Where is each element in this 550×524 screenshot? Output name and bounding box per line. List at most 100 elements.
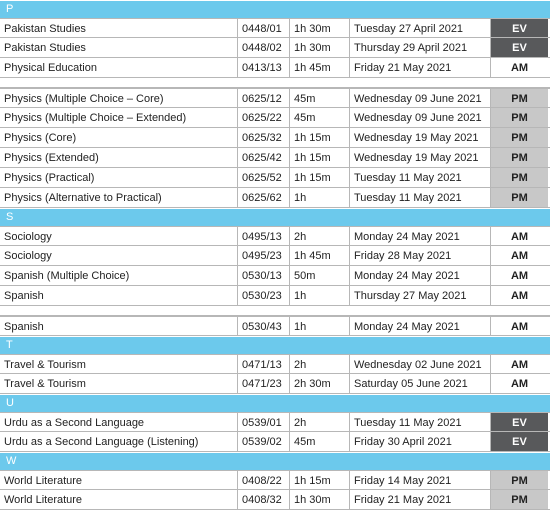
duration-cell: 1h xyxy=(289,317,349,335)
subject-cell: Physics (Extended) xyxy=(4,152,99,164)
table-row: Sociology 0495/23 1h 45m Friday 28 May 2021… xyxy=(0,246,550,266)
section-header-w: W xyxy=(0,453,550,470)
component-code-cell: 0530/23 xyxy=(237,286,289,305)
subject-cell: Physical Education xyxy=(4,62,97,74)
subject-cell: Travel & Tourism xyxy=(4,378,86,390)
date-cell: Tuesday 11 May 2021 xyxy=(349,188,490,207)
subject-cell: Physics (Practical) xyxy=(4,172,95,184)
table-row: World Literature 0408/22 1h 15m Friday 14 M… xyxy=(0,470,550,490)
exam-group: Travel & Tourism 0471/13 2h Wednesday 02 Ju… xyxy=(0,354,550,394)
section-header-p: P xyxy=(0,1,550,18)
date-cell: Friday 14 May 2021 xyxy=(349,471,490,489)
session-badge: EV xyxy=(490,432,548,451)
section-header-s: S xyxy=(0,209,550,226)
date-cell: Thursday 27 May 2021 xyxy=(349,286,490,305)
duration-cell: 1h 15m xyxy=(289,148,349,167)
date-cell: Thursday 29 April 2021 xyxy=(349,38,490,57)
exam-group: Urdu as a Second Language 0539/01 2h Tuesda… xyxy=(0,412,550,452)
duration-cell: 45m xyxy=(289,432,349,451)
duration-cell: 1h 30m xyxy=(289,38,349,57)
session-badge: PM xyxy=(490,128,548,147)
subject-cell: Pakistan Studies xyxy=(4,42,86,54)
exam-group: Pakistan Studies 0448/01 1h 30m Tuesday 27 … xyxy=(0,18,550,78)
component-code-cell: 0625/12 xyxy=(237,89,289,107)
subject-cell: Spanish xyxy=(4,290,44,302)
component-code-cell: 0495/13 xyxy=(237,227,289,245)
table-row: Spanish (Multiple Choice) 0530/13 50m Monda… xyxy=(0,266,550,286)
duration-cell: 2h 30m xyxy=(289,374,349,393)
date-cell: Tuesday 11 May 2021 xyxy=(349,413,490,431)
date-cell: Wednesday 02 June 2021 xyxy=(349,355,490,373)
subject-cell: Physics (Multiple Choice – Core) xyxy=(4,93,164,105)
duration-cell: 2h xyxy=(289,227,349,245)
session-badge: AM xyxy=(490,58,548,77)
session-badge: EV xyxy=(490,413,548,431)
session-badge: EV xyxy=(490,19,548,37)
exam-group: Spanish 0530/43 1h Monday 24 May 2021 AM xyxy=(0,316,550,336)
duration-cell: 1h 15m xyxy=(289,471,349,489)
component-code-cell: 0625/22 xyxy=(237,108,289,127)
duration-cell: 50m xyxy=(289,266,349,285)
table-row: Spanish 0530/23 1h Thursday 27 May 2021 AM xyxy=(0,286,550,306)
session-badge: AM xyxy=(490,374,548,393)
duration-cell: 45m xyxy=(289,108,349,127)
duration-cell: 1h 45m xyxy=(289,58,349,77)
date-cell: Saturday 05 June 2021 xyxy=(349,374,490,393)
date-cell: Friday 28 May 2021 xyxy=(349,246,490,265)
component-code-cell: 0448/01 xyxy=(237,19,289,37)
duration-cell: 1h 15m xyxy=(289,128,349,147)
table-row: Travel & Tourism 0471/13 2h Wednesday 02 Ju… xyxy=(0,354,550,374)
table-row: World Literature 0408/32 1h 30m Friday 21 M… xyxy=(0,490,550,510)
subject-cell: Urdu as a Second Language xyxy=(4,417,145,429)
component-code-cell: 0448/02 xyxy=(237,38,289,57)
table-row: Physics (Multiple Choice – Core) 0625/12 4… xyxy=(0,88,550,108)
component-code-cell: 0625/52 xyxy=(237,168,289,187)
date-cell: Monday 24 May 2021 xyxy=(349,317,490,335)
exam-timetable: P Pakistan Studies 0448/01 1h 30m Tuesday 27… xyxy=(0,1,550,510)
duration-cell: 1h 15m xyxy=(289,168,349,187)
session-badge: PM xyxy=(490,490,548,509)
duration-cell: 1h 30m xyxy=(289,19,349,37)
duration-cell: 2h xyxy=(289,355,349,373)
table-row: Physics (Alternative to Practical) 0625/6… xyxy=(0,188,550,208)
subject-cell: Spanish xyxy=(4,321,44,333)
component-code-cell: 0495/23 xyxy=(237,246,289,265)
date-cell: Wednesday 09 June 2021 xyxy=(349,89,490,107)
duration-cell: 1h xyxy=(289,286,349,305)
date-cell: Friday 21 May 2021 xyxy=(349,490,490,509)
date-cell: Friday 21 May 2021 xyxy=(349,58,490,77)
table-row: Spanish 0530/43 1h Monday 24 May 2021 AM xyxy=(0,316,550,336)
subject-cell: World Literature xyxy=(4,475,83,487)
date-cell: Friday 30 April 2021 xyxy=(349,432,490,451)
exam-group: World Literature 0408/22 1h 15m Friday 14 M… xyxy=(0,470,550,510)
subject-cell: World Literature xyxy=(4,494,83,506)
date-cell: Monday 24 May 2021 xyxy=(349,227,490,245)
table-row: Urdu as a Second Language (Listening) 053… xyxy=(0,432,550,452)
subject-cell: Physics (Alternative to Practical) xyxy=(4,192,162,204)
table-row: Physics (Core) 0625/32 1h 15m Wednesday 19 … xyxy=(0,128,550,148)
session-badge: AM xyxy=(490,286,548,305)
date-cell: Wednesday 09 June 2021 xyxy=(349,108,490,127)
table-row: Urdu as a Second Language 0539/01 2h Tuesda… xyxy=(0,412,550,432)
section-header-t: T xyxy=(0,337,550,354)
session-badge: EV xyxy=(490,38,548,57)
subject-cell: Physics (Multiple Choice – Extended) xyxy=(4,112,187,124)
duration-cell: 1h 45m xyxy=(289,246,349,265)
group-separator xyxy=(0,306,550,316)
date-cell: Monday 24 May 2021 xyxy=(349,266,490,285)
table-row: Physics (Practical) 0625/52 1h 15m Tuesday … xyxy=(0,168,550,188)
subject-cell: Sociology xyxy=(4,250,52,262)
subject-cell: Sociology xyxy=(4,231,52,243)
session-badge: AM xyxy=(490,266,548,285)
component-code-cell: 0625/32 xyxy=(237,128,289,147)
table-row: Physical Education 0413/13 1h 45m Friday 21… xyxy=(0,58,550,78)
session-badge: PM xyxy=(490,148,548,167)
duration-cell: 45m xyxy=(289,89,349,107)
exam-group: Physics (Multiple Choice – Core) 0625/12 4… xyxy=(0,88,550,208)
component-code-cell: 0413/13 xyxy=(237,58,289,77)
component-code-cell: 0625/42 xyxy=(237,148,289,167)
table-row: Physics (Extended) 0625/42 1h 15m Wednesday… xyxy=(0,148,550,168)
subject-cell: Spanish (Multiple Choice) xyxy=(4,270,130,282)
session-badge: PM xyxy=(490,471,548,489)
subject-cell: Travel & Tourism xyxy=(4,359,86,371)
